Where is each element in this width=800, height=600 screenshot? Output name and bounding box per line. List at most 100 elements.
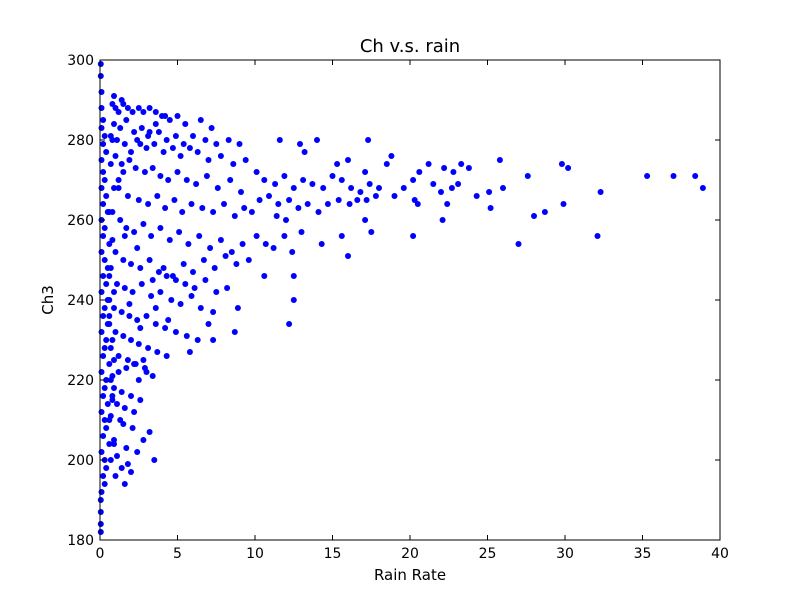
data-point bbox=[109, 337, 116, 343]
data-point bbox=[565, 165, 572, 171]
data-point bbox=[126, 157, 133, 163]
data-point bbox=[261, 273, 268, 279]
data-point bbox=[162, 113, 169, 119]
data-point bbox=[129, 289, 136, 295]
data-point bbox=[225, 137, 232, 143]
data-point bbox=[188, 293, 195, 299]
data-point bbox=[172, 329, 179, 335]
x-tick-label: 20 bbox=[401, 546, 419, 562]
data-point bbox=[107, 377, 114, 383]
data-point bbox=[425, 161, 432, 167]
data-point bbox=[111, 185, 117, 191]
data-point bbox=[300, 177, 307, 183]
data-point bbox=[103, 281, 110, 287]
data-point bbox=[129, 425, 136, 431]
data-point bbox=[365, 137, 372, 143]
data-point bbox=[411, 197, 418, 203]
data-point bbox=[289, 249, 296, 255]
y-tick-label: 280 bbox=[67, 133, 94, 149]
x-tick-label: 0 bbox=[96, 546, 105, 562]
data-point bbox=[541, 209, 548, 215]
data-point bbox=[109, 137, 116, 143]
data-point bbox=[208, 125, 215, 131]
data-point bbox=[124, 193, 131, 199]
data-point bbox=[131, 129, 138, 135]
data-point bbox=[210, 337, 217, 343]
data-point bbox=[236, 141, 243, 147]
data-point bbox=[151, 457, 158, 463]
data-point bbox=[103, 425, 110, 431]
data-point bbox=[115, 185, 122, 191]
data-point bbox=[98, 289, 105, 295]
data-point bbox=[98, 89, 105, 95]
data-point bbox=[124, 105, 131, 111]
data-point bbox=[165, 177, 172, 183]
data-point bbox=[118, 161, 125, 167]
data-point bbox=[101, 257, 108, 263]
data-point bbox=[231, 329, 238, 335]
data-point bbox=[163, 353, 170, 359]
data-point bbox=[101, 385, 108, 391]
data-point bbox=[692, 173, 699, 179]
data-point bbox=[98, 449, 105, 455]
data-point bbox=[372, 193, 379, 199]
data-point bbox=[248, 209, 255, 215]
data-point bbox=[98, 489, 105, 495]
data-point bbox=[182, 121, 189, 127]
data-point bbox=[145, 345, 152, 351]
data-point bbox=[324, 201, 331, 207]
data-point bbox=[283, 217, 289, 223]
data-point bbox=[106, 417, 113, 423]
data-point bbox=[137, 397, 144, 403]
data-point bbox=[118, 465, 125, 471]
data-point bbox=[217, 153, 224, 159]
data-point bbox=[211, 265, 218, 271]
data-point bbox=[213, 289, 220, 295]
data-point bbox=[205, 321, 212, 327]
data-point bbox=[174, 113, 181, 119]
data-point bbox=[227, 177, 234, 183]
chart-title: Ch v.s. rain bbox=[360, 36, 460, 57]
data-point bbox=[112, 153, 119, 159]
data-point bbox=[97, 509, 104, 515]
data-point bbox=[176, 229, 183, 235]
data-point bbox=[140, 437, 147, 443]
data-point bbox=[98, 157, 105, 163]
data-point bbox=[140, 357, 147, 363]
data-point bbox=[183, 177, 190, 183]
data-point bbox=[101, 133, 108, 139]
data-point bbox=[253, 169, 260, 175]
data-point bbox=[152, 109, 159, 115]
data-point bbox=[128, 393, 134, 399]
data-point bbox=[100, 433, 107, 439]
data-point bbox=[168, 297, 175, 303]
data-point bbox=[194, 149, 201, 155]
data-point bbox=[115, 353, 122, 359]
data-point bbox=[135, 197, 142, 203]
data-point bbox=[124, 461, 131, 467]
x-tick-label: 35 bbox=[634, 546, 652, 562]
data-point bbox=[222, 253, 229, 259]
data-point bbox=[128, 337, 134, 343]
data-point bbox=[98, 185, 105, 191]
data-point bbox=[335, 197, 342, 203]
data-point bbox=[131, 229, 138, 235]
data-point bbox=[383, 161, 390, 167]
data-point bbox=[171, 197, 178, 203]
data-point bbox=[200, 257, 207, 263]
data-point bbox=[286, 321, 293, 327]
data-point bbox=[214, 185, 221, 191]
data-point bbox=[166, 237, 173, 243]
data-point bbox=[253, 233, 260, 239]
data-point bbox=[112, 473, 119, 479]
data-point bbox=[318, 241, 325, 247]
data-point bbox=[203, 173, 210, 179]
data-point bbox=[213, 141, 220, 147]
data-point bbox=[162, 325, 169, 331]
data-point bbox=[202, 277, 209, 283]
data-point bbox=[107, 345, 114, 351]
data-point bbox=[177, 153, 184, 159]
data-point bbox=[118, 309, 125, 315]
data-point bbox=[98, 105, 105, 111]
data-point bbox=[207, 245, 214, 251]
